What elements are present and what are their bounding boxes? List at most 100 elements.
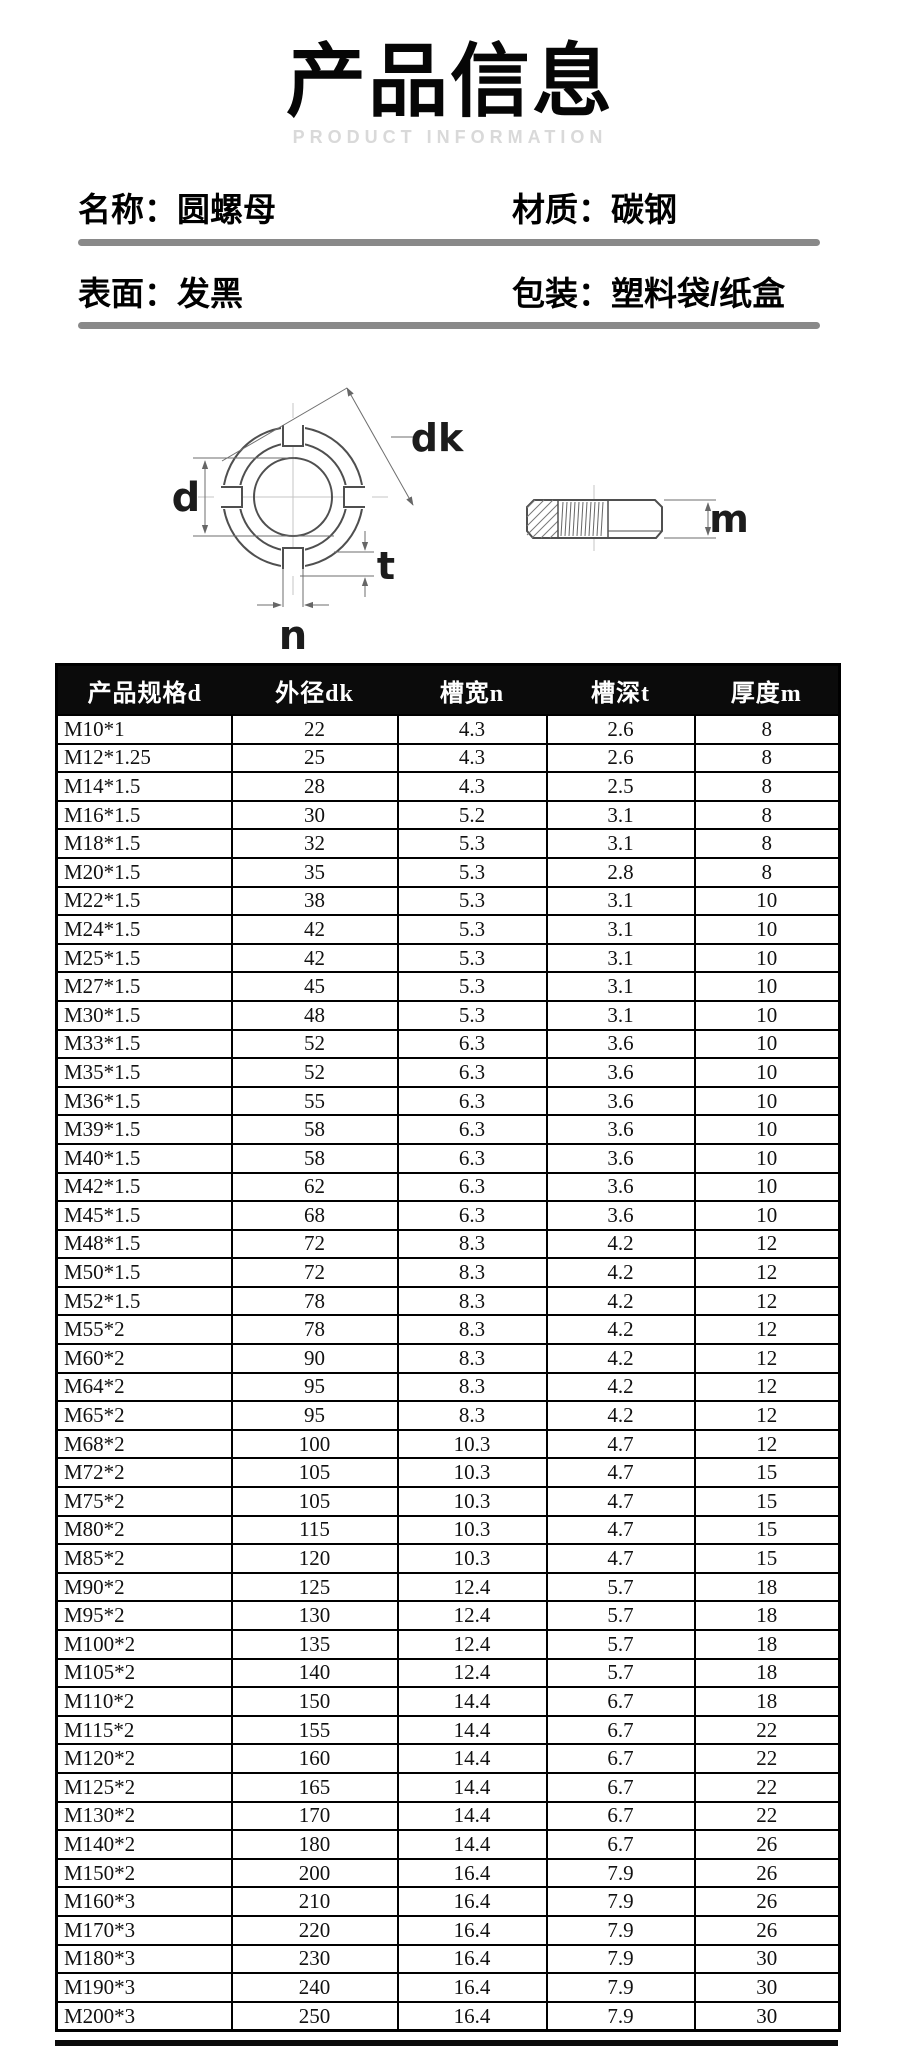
spec-cell: 8 xyxy=(693,828,841,859)
spec-cell: 115 xyxy=(230,1514,399,1546)
spec-cell: M48*1.5 xyxy=(55,1228,233,1260)
spec-cell: 18 xyxy=(693,1629,841,1660)
spec-cell: 10 xyxy=(693,942,841,974)
spec-cell: 18 xyxy=(693,1657,841,1689)
spec-cell: M80*2 xyxy=(55,1514,233,1546)
spec-cell: 28 xyxy=(230,771,399,802)
spec-cell: M95*2 xyxy=(55,1600,233,1631)
spec-cell: 7.9 xyxy=(545,2000,696,2032)
dimension-label-dk: dk xyxy=(411,416,464,460)
spec-cell: M90*2 xyxy=(55,1571,233,1603)
spec-cell: 8 xyxy=(693,856,841,888)
spec-cell: 7.9 xyxy=(545,1886,696,1917)
spec-cell: 240 xyxy=(230,1972,399,2003)
spec-cell: 48 xyxy=(230,999,399,1031)
spec-cell: 6.7 xyxy=(545,1829,696,1860)
spec-cell: 8.3 xyxy=(396,1371,548,1403)
spec-cell: 18 xyxy=(693,1571,841,1603)
spec-cell: 5.3 xyxy=(396,856,548,888)
side-view xyxy=(526,499,663,539)
spec-cell: 5.3 xyxy=(396,971,548,1002)
table-row: M80*2 115 10.3 4.7 15 xyxy=(55,1514,841,1546)
spec-cell: 22 xyxy=(693,1743,841,1774)
spec-cell: 3.6 xyxy=(545,1028,696,1060)
spec-cell: 5.7 xyxy=(545,1629,696,1660)
table-row: M65*2 95 8.3 4.2 12 xyxy=(55,1400,841,1431)
spec-cell: 10 xyxy=(693,1142,841,1174)
spec-cell: 38 xyxy=(230,885,399,917)
spec-cell: M25*1.5 xyxy=(55,942,233,974)
package-label: 包装： xyxy=(512,275,611,312)
spec-cell: M105*2 xyxy=(55,1657,233,1689)
spec-cell: 4.3 xyxy=(396,714,548,745)
spec-cell: 5.3 xyxy=(396,914,548,945)
spec-cell: M22*1.5 xyxy=(55,885,233,917)
table-row: M120*2 160 14.4 6.7 22 xyxy=(55,1743,841,1774)
spec-cell: 12 xyxy=(693,1257,841,1288)
spec-cell: 3.1 xyxy=(545,914,696,945)
spec-cell: 14.4 xyxy=(396,1829,548,1860)
spec-cell: 4.7 xyxy=(545,1486,696,1517)
spec-cell: 95 xyxy=(230,1371,399,1403)
spec-cell: 10 xyxy=(693,1085,841,1117)
table-row: M115*2 155 14.4 6.7 22 xyxy=(55,1714,841,1746)
spec-cell: M39*1.5 xyxy=(55,1114,233,1145)
spec-cell: 14.4 xyxy=(396,1743,548,1774)
spec-cell: 14.4 xyxy=(396,1771,548,1803)
info-package: 包装：塑料袋/纸盒 xyxy=(512,267,785,315)
dimension-lines xyxy=(193,387,716,609)
spec-cell: 15 xyxy=(693,1543,841,1574)
spec-cell: 6.3 xyxy=(396,1200,548,1231)
dimension-label-m: m xyxy=(709,497,749,541)
spec-table-header-row: 产品规格d 外径dk 槽宽n 槽深t 厚度m xyxy=(56,664,840,715)
spec-cell: 12 xyxy=(693,1343,841,1374)
table-row: M105*2 140 12.4 5.7 18 xyxy=(55,1657,841,1689)
spec-cell: 6.3 xyxy=(396,1057,548,1088)
spec-cell: 4.2 xyxy=(545,1228,696,1260)
spec-cell: 16.4 xyxy=(396,1972,548,2003)
table-row: M160*3 210 16.4 7.9 26 xyxy=(55,1886,841,1917)
spec-cell: 10 xyxy=(693,1114,841,1145)
round-nut-technical-drawing: d dk t n m xyxy=(172,387,749,659)
column-header: 槽深t xyxy=(546,664,695,715)
spec-cell: 30 xyxy=(230,799,399,831)
spec-cell: 8 xyxy=(693,771,841,802)
spec-cell: 2.5 xyxy=(545,771,696,802)
spec-cell: 135 xyxy=(230,1629,399,1660)
spec-cell: 8.3 xyxy=(396,1314,548,1346)
spec-cell: 10.3 xyxy=(396,1514,548,1546)
spec-cell: M40*1.5 xyxy=(55,1142,233,1174)
spec-cell: 125 xyxy=(230,1571,399,1603)
spec-cell: M33*1.5 xyxy=(55,1028,233,1060)
spec-cell: 3.6 xyxy=(545,1200,696,1231)
spec-cell: 3.6 xyxy=(545,1171,696,1203)
spec-cell: 200 xyxy=(230,1857,399,1889)
spec-cell: 10.3 xyxy=(396,1428,548,1460)
spec-cell: 140 xyxy=(230,1657,399,1689)
spec-cell: 230 xyxy=(230,1943,399,1975)
table-row: M12*1.25 25 4.3 2.6 8 xyxy=(55,742,841,774)
spec-cell: 4.2 xyxy=(545,1400,696,1431)
divider-line-2 xyxy=(78,322,820,329)
spec-cell: 155 xyxy=(230,1714,399,1746)
spec-cell: M200*3 xyxy=(55,2000,233,2032)
spec-cell: 10 xyxy=(693,1028,841,1060)
spec-cell: 10 xyxy=(693,914,841,945)
spec-cell: 165 xyxy=(230,1771,399,1803)
name-value: 圆螺母 xyxy=(177,191,276,228)
table-row: M24*1.5 42 5.3 3.1 10 xyxy=(55,914,841,945)
spec-cell: 5.2 xyxy=(396,799,548,831)
table-row: M190*3 240 16.4 7.9 30 xyxy=(55,1972,841,2003)
spec-cell: 3.1 xyxy=(545,971,696,1002)
spec-cell: 12.4 xyxy=(396,1571,548,1603)
table-row: M10*1 22 4.3 2.6 8 xyxy=(55,714,841,745)
spec-cell: M120*2 xyxy=(55,1743,233,1774)
table-row: M75*2 105 10.3 4.7 15 xyxy=(55,1486,841,1517)
spec-cell: 5.3 xyxy=(396,828,548,859)
spec-cell: M24*1.5 xyxy=(55,914,233,945)
spec-cell: 12.4 xyxy=(396,1600,548,1631)
spec-cell: 5.7 xyxy=(545,1600,696,1631)
spec-cell: 5.3 xyxy=(396,885,548,917)
spec-cell: 8.3 xyxy=(396,1285,548,1317)
table-row: M52*1.5 78 8.3 4.2 12 xyxy=(55,1285,841,1317)
